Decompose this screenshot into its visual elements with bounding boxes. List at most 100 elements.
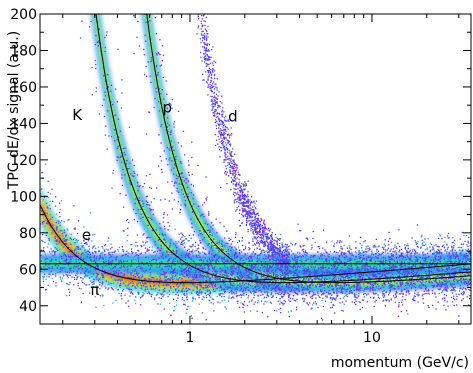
scatter-point [187,269,189,272]
scatter-point [61,279,63,281]
scatter-point [117,274,120,276]
scatter-point [130,288,132,291]
scatter-point [94,270,97,272]
scatter-point [309,256,312,258]
scatter-point [222,275,224,277]
scatter-point [226,275,228,277]
scatter-point [131,285,134,287]
scatter-point [232,296,234,298]
scatter-point [187,289,189,292]
scatter-point [112,270,115,273]
scatter-point [182,240,184,242]
scatter-point [309,278,311,280]
scatter-point [206,270,208,273]
scatter-point [195,273,197,275]
scatter-point [308,268,310,270]
scatter-point [207,276,210,278]
scatter-point [264,226,266,228]
scatter-point [220,287,222,289]
scatter-point [143,267,145,269]
scatter-point [455,260,457,263]
scatter-point [242,208,245,210]
scatter-point [267,245,270,248]
scatter-point [208,75,210,77]
scatter-point [282,272,284,274]
scatter-point [285,253,287,255]
scatter-point [235,170,237,172]
scatter-point [341,309,343,311]
scatter-point [352,285,354,287]
scatter-point [162,217,165,219]
scatter-point [439,235,442,237]
scatter-point [198,292,200,294]
scatter-point [138,197,140,199]
scatter-point [376,257,378,259]
scatter-point [206,63,208,65]
scatter-point [97,40,100,42]
scatter-point [335,286,337,288]
scatter-point [248,210,251,212]
scatter-point [280,282,282,285]
scatter-point [247,202,249,205]
scatter-point [261,220,263,222]
scatter-point [145,279,147,281]
scatter-point [252,238,254,240]
scatter-point [76,276,78,278]
scatter-point [168,124,170,126]
scatter-point [311,284,314,286]
scatter-point [54,247,56,249]
scatter-point [209,62,212,64]
scatter-point [253,211,256,213]
scatter-point [85,270,87,272]
scatter-point [103,249,106,251]
scatter-point [453,283,455,285]
scatter-point [415,289,417,292]
scatter-point [382,282,384,285]
scatter-point [194,266,197,269]
scatter-point [200,280,202,282]
scatter-point [160,293,162,295]
scatter-point [373,282,375,284]
scatter-point [207,72,210,74]
scatter-point [438,276,440,278]
scatter-point [64,245,66,247]
scatter-point [354,294,356,296]
scatter-point [149,186,151,189]
scatter-point [272,247,274,249]
scatter-point [234,172,236,174]
scatter-point [281,253,284,256]
scatter-point [358,252,360,254]
scatter-point [149,236,151,239]
scatter-point [161,266,164,268]
scatter-point [74,228,76,230]
scatter-point [228,120,230,122]
scatter-point [122,250,124,253]
scatter-point [204,43,206,46]
scatter-point [376,274,378,277]
scatter-point [190,292,193,294]
scatter-point [254,287,257,289]
scatter-point [427,267,429,269]
scatter-point [233,179,235,182]
scatter-point [441,285,443,287]
scatter-point [340,288,343,290]
scatter-point [464,260,467,262]
scatter-point [365,254,367,256]
scatter-point [205,57,208,60]
scatter-point [208,264,210,267]
scatter-point [245,291,247,294]
scatter-point [227,272,230,275]
scatter-point [444,241,446,243]
scatter-point [136,284,138,286]
scatter-point [149,217,152,219]
scatter-point [253,224,255,226]
scatter-point [287,264,289,266]
scatter-point [121,177,123,179]
scatter-point [251,268,253,270]
scatter-point [209,87,211,89]
scatter-point [110,101,112,103]
scatter-point [209,59,211,61]
scatter-point [228,297,230,299]
scatter-point [205,48,207,50]
scatter-point [444,280,447,283]
